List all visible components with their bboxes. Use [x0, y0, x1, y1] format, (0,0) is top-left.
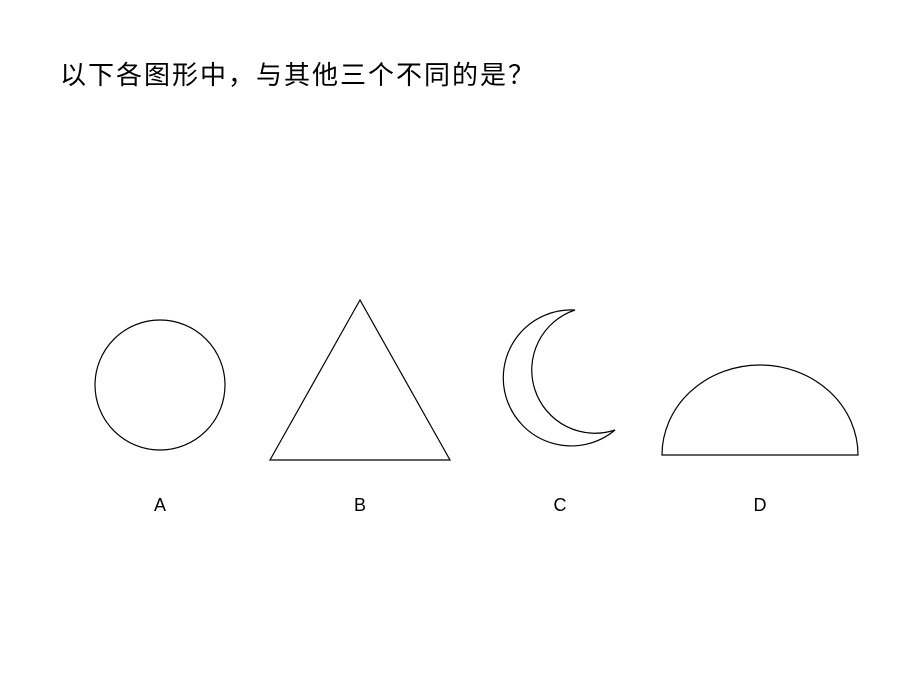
option-a: [60, 305, 260, 465]
question-text: 以下各图形中，与其他三个不同的是？: [60, 55, 536, 92]
option-d: [660, 345, 860, 465]
label-d: D: [660, 495, 860, 516]
triangle-icon: [265, 295, 455, 465]
option-c: [460, 295, 660, 465]
label-c: C: [460, 495, 660, 516]
label-a: A: [60, 495, 260, 516]
circle-icon: [80, 305, 240, 465]
label-b: B: [260, 495, 460, 516]
shapes-row: [60, 275, 860, 465]
semicircle-icon: [652, 345, 868, 465]
option-b: [260, 295, 460, 465]
labels-row: A B C D: [60, 495, 860, 516]
crescent-icon: [480, 295, 640, 465]
